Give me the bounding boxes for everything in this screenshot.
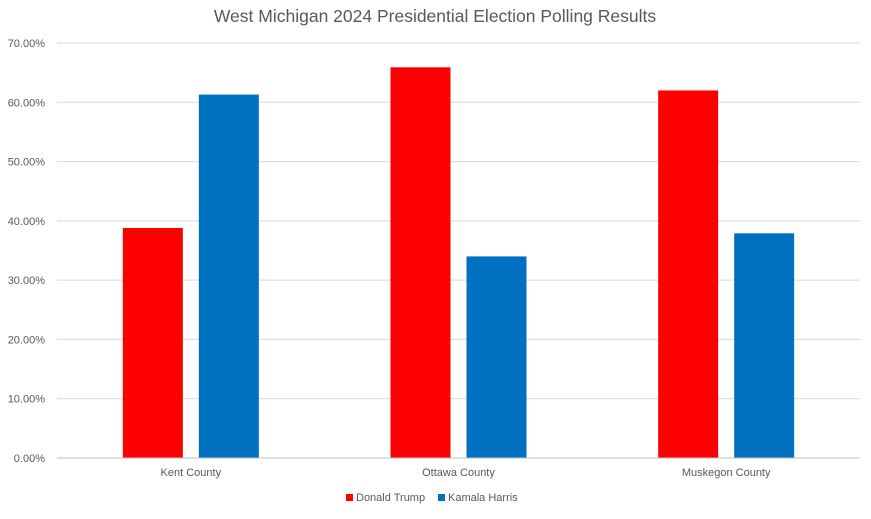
x-tick-label: Muskegon County: [682, 467, 771, 479]
chart-title: West Michigan 2024 Presidential Election…: [214, 6, 657, 26]
legend-label: Donald Trump: [356, 492, 425, 504]
y-tick-label: 0.00%: [14, 453, 45, 465]
legend: Donald Trump Kamala Harris: [346, 492, 518, 504]
x-axis-category-labels: Kent County Ottawa County Muskegon County: [161, 467, 771, 479]
bar: [122, 227, 183, 458]
legend-swatch: [438, 494, 445, 501]
y-axis-tick-labels: 0.00% 10.00% 20.00% 30.00% 40.00% 50.00% 60.00…: [8, 38, 46, 465]
bar: [198, 94, 259, 458]
bar: [734, 233, 795, 458]
y-tick-label: 60.00%: [8, 97, 46, 109]
legend-swatch: [346, 494, 353, 501]
bar: [658, 90, 719, 458]
legend-label: Kamala Harris: [448, 492, 518, 504]
x-tick-label: Ottawa County: [422, 467, 495, 479]
y-tick-label: 50.00%: [8, 157, 46, 169]
y-tick-label: 30.00%: [8, 275, 46, 287]
y-tick-label: 10.00%: [8, 394, 46, 406]
bar: [466, 256, 527, 458]
x-tick-label: Kent County: [161, 467, 222, 479]
grid-lines: [57, 42, 860, 400]
y-tick-label: 20.00%: [8, 334, 46, 346]
bars: [122, 67, 795, 459]
y-tick-label: 70.00%: [8, 38, 46, 50]
y-tick-label: 40.00%: [8, 216, 46, 228]
bar: [390, 67, 451, 459]
